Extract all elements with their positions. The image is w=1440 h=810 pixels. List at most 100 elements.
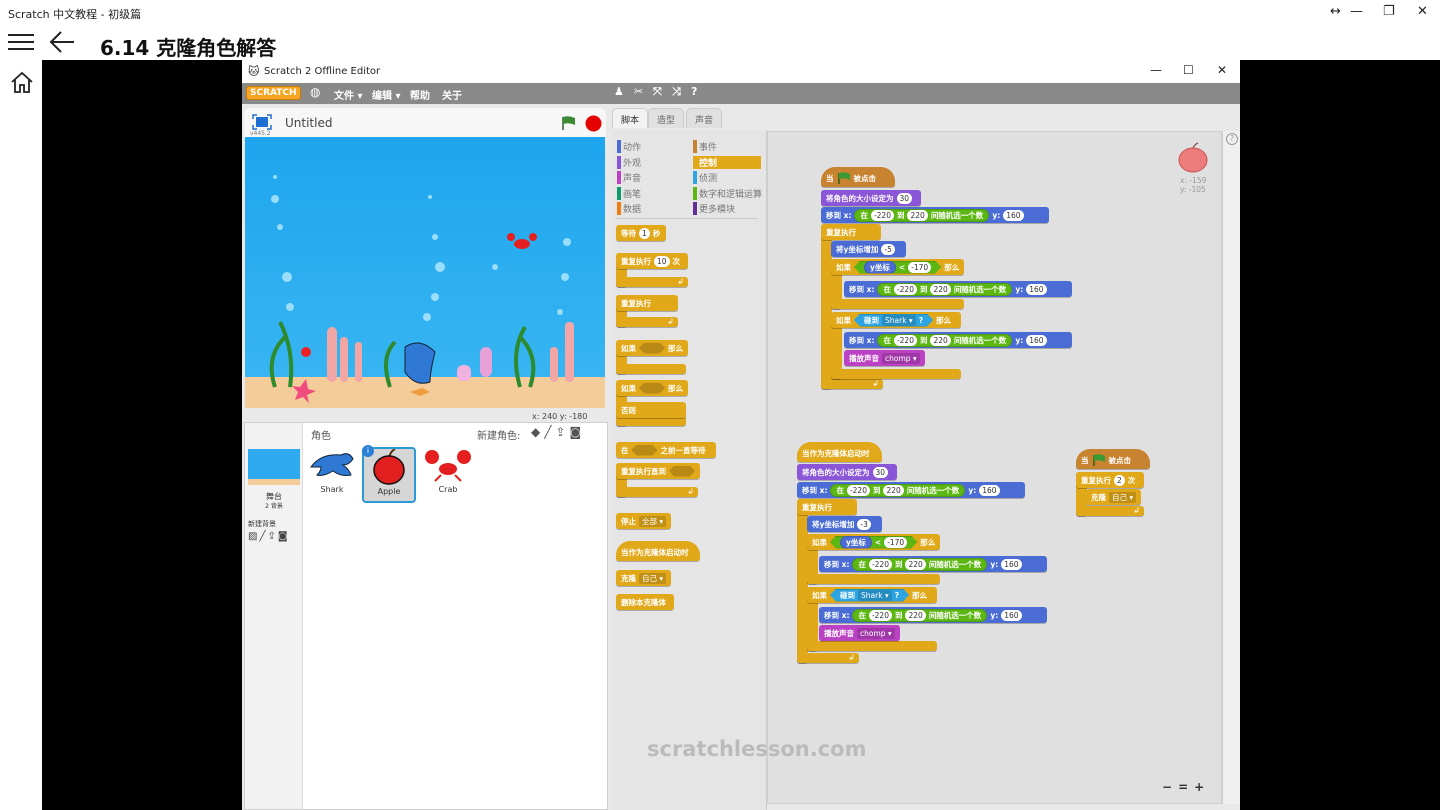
block-control[interactable]: 删除本克隆体 — [616, 594, 674, 610]
paint-icon[interactable]: ╱ — [544, 425, 556, 439]
number-input[interactable]: -220 — [870, 209, 894, 221]
menu-edit[interactable]: 编辑 ▾ — [372, 91, 401, 102]
block-control[interactable]: 如果 那么 — [616, 380, 688, 396]
block-control[interactable]: 克隆 自己 ▾ — [1086, 489, 1142, 505]
home-icon[interactable] — [10, 70, 34, 94]
editor-minimize-button[interactable]: — — [1150, 63, 1162, 77]
number-input[interactable]: 160 — [1001, 609, 1022, 621]
number-input[interactable]: -170 — [908, 262, 931, 273]
number-input[interactable]: 160 — [1026, 283, 1047, 295]
close-button[interactable]: ✕ — [1417, 4, 1428, 19]
tab-scripts[interactable]: 脚本 — [612, 108, 649, 128]
number-input[interactable]: -5 — [881, 243, 895, 255]
number-input[interactable]: 2 — [1114, 474, 1125, 486]
scratch-logo[interactable]: SCRATCH — [246, 86, 301, 100]
block-sound[interactable]: 播放声音 chomp ▾ — [819, 625, 900, 641]
block-control[interactable]: 等待 1 秒 — [616, 225, 666, 241]
block-control[interactable]: 如果 碰到 Shark ▾? 那么 — [807, 587, 937, 603]
number-input[interactable]: 220 — [883, 484, 904, 496]
number-input[interactable]: 160 — [979, 484, 1000, 496]
block-looks[interactable]: 将角色的大小设定为 30 — [821, 190, 921, 206]
stop-icon[interactable] — [585, 115, 602, 132]
reporter-operators[interactable]: 在 -220 到 220 间随机选一个数 — [852, 608, 988, 622]
category-侦测[interactable]: 侦测 — [693, 171, 717, 184]
reporter-operators[interactable]: 在 -220 到 220 间随机选一个数 — [854, 208, 990, 222]
hat-block-control[interactable]: 当作为克隆体启动时 — [616, 541, 700, 561]
number-input[interactable]: -220 — [893, 283, 917, 295]
block-motion[interactable]: 移到 x: 在 -220 到 220 间随机选一个数 y: 160 — [797, 482, 1025, 498]
number-input[interactable]: -220 — [868, 609, 892, 621]
empty-boolean-slot[interactable] — [639, 382, 665, 394]
presentation-mode-icon[interactable] — [252, 114, 272, 130]
dropdown-input[interactable]: Shark ▾ — [858, 590, 892, 601]
block-motion[interactable]: 移到 x: 在 -220 到 220 间随机选一个数 y: 160 — [819, 607, 1047, 623]
empty-boolean-slot[interactable] — [631, 444, 658, 456]
reporter-sensing[interactable]: 碰到 Shark ▾? — [830, 589, 909, 602]
camera-icon[interactable]: ◙ — [277, 531, 290, 542]
dropdown-input[interactable]: 自己 ▾ — [1109, 491, 1137, 503]
block-control[interactable]: 重复执行 10 次 — [616, 253, 688, 269]
zoom-out-button[interactable]: − — [1162, 780, 1179, 794]
number-input[interactable]: -170 — [884, 537, 907, 548]
number-input[interactable]: -220 — [893, 334, 917, 346]
hat-block-events[interactable]: 当 被点击 — [1076, 449, 1150, 469]
dropdown-input[interactable]: 自己 ▾ — [639, 572, 667, 584]
dropdown-input[interactable]: chomp ▾ — [857, 627, 895, 639]
block-control[interactable]: 重复执行 — [821, 224, 881, 240]
editor-close-button[interactable]: ✕ — [1217, 63, 1228, 77]
empty-boolean-slot[interactable] — [669, 465, 695, 477]
category-声音[interactable]: 声音 — [617, 171, 641, 184]
block-control[interactable]: 在 之前一直等待 — [616, 442, 716, 458]
menu-file[interactable]: 文件 ▾ — [334, 91, 363, 102]
number-input[interactable]: 30 — [896, 192, 913, 204]
crab-sprite[interactable] — [507, 233, 537, 249]
number-input[interactable]: 160 — [1026, 334, 1047, 346]
paint-icon[interactable]: ╱ — [259, 531, 268, 542]
number-input[interactable]: 160 — [1001, 558, 1022, 570]
block-control[interactable]: 重复执行 — [797, 499, 857, 515]
empty-boolean-slot[interactable] — [639, 342, 665, 354]
help-icon[interactable]: ? — [1226, 133, 1238, 145]
menu-help[interactable]: 帮助 — [410, 91, 430, 102]
shrink-icon[interactable]: ⤨ — [672, 85, 681, 98]
scripts-scrollbar[interactable]: ? — [1222, 131, 1240, 804]
back-arrow-icon[interactable] — [48, 30, 76, 54]
new-sprite-tools[interactable]: ◆╱⇪◙ — [531, 425, 585, 439]
reporter-operators[interactable]: 在 -220 到 220 间随机选一个数 — [852, 557, 988, 571]
language-globe-icon[interactable]: ◍ — [310, 85, 321, 99]
number-input[interactable]: 30 — [872, 466, 889, 478]
reporter-operators[interactable]: y坐标 < -170 — [830, 536, 917, 549]
green-flag-icon[interactable] — [560, 115, 578, 131]
category-数据[interactable]: 数据 — [617, 202, 641, 215]
sprite-library-icon[interactable]: ◆ — [531, 425, 545, 439]
reporter-sensing[interactable]: 碰到 Shark ▾? — [854, 314, 933, 327]
upload-icon[interactable]: ⇪ — [555, 425, 570, 439]
number-input[interactable]: 220 — [905, 558, 926, 570]
block-motion[interactable]: 移到 x: 在 -220 到 220 间随机选一个数 y: 160 — [844, 281, 1072, 297]
number-input[interactable]: 1 — [639, 227, 650, 239]
number-input[interactable]: 220 — [907, 209, 928, 221]
resize-icon[interactable]: ↔ — [1330, 4, 1341, 19]
minimize-button[interactable]: — — [1350, 4, 1363, 19]
duplicate-icon[interactable]: ♟ — [614, 85, 624, 98]
block-control[interactable]: 如果 那么 — [616, 340, 688, 356]
reporter-operators[interactable]: 在 -220 到 220 间随机选一个数 — [877, 333, 1013, 347]
number-input[interactable]: -3 — [857, 518, 871, 530]
reporter-motion[interactable]: y坐标 — [840, 536, 872, 549]
category-外观[interactable]: 外观 — [617, 155, 641, 169]
block-motion[interactable]: 移到 x: 在 -220 到 220 间随机选一个数 y: 160 — [844, 332, 1072, 348]
hat-block-control[interactable]: 当作为克隆体启动时 — [797, 442, 882, 462]
sprite-thumb-shark[interactable]: Shark — [305, 447, 359, 503]
block-control[interactable]: 停止 全部 ▾ — [616, 513, 672, 529]
category-更多模块[interactable]: 更多模块 — [693, 202, 735, 215]
tab-sounds[interactable]: 声音 — [686, 108, 723, 128]
editor-maximize-button[interactable]: ☐ — [1183, 63, 1194, 77]
sprite-thumb-apple[interactable]: i Apple — [362, 445, 416, 503]
reporter-operators[interactable]: 在 -220 到 220 间随机选一个数 — [877, 282, 1013, 296]
reporter-motion[interactable]: y坐标 — [864, 261, 896, 274]
project-name[interactable]: Untitled — [285, 116, 333, 130]
stage-thumbnail[interactable] — [248, 449, 300, 485]
dropdown-input[interactable]: chomp ▾ — [882, 352, 920, 364]
block-control[interactable]: 克隆 自己 ▾ — [616, 570, 672, 586]
block-looks[interactable]: 将角色的大小设定为 30 — [797, 464, 897, 480]
